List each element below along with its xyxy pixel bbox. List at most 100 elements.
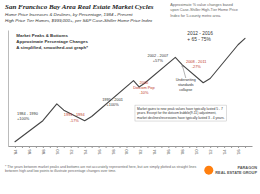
x-tick-mark [224, 146, 225, 148]
right-note: Approximate % value changes basedupon Ca… [170, 3, 238, 18]
x-tick-mark [57, 146, 58, 148]
x-tick-mark [36, 146, 37, 148]
y-axis-line [8, 31, 9, 147]
x-tick [161, 146, 162, 148]
x-tick-mark [85, 146, 86, 148]
x-tick: '14 [222, 146, 227, 155]
x-tick-mark [22, 146, 23, 148]
x-tick-mark [182, 146, 183, 148]
x-tick-mark [71, 146, 72, 148]
x-tick-label: '88 [41, 149, 46, 155]
x-tick-mark [175, 146, 176, 148]
x-tick: '94 [83, 146, 88, 155]
x-tick [217, 146, 218, 148]
x-tick [189, 146, 190, 148]
x-tick [120, 146, 121, 148]
x-tick-mark [43, 146, 44, 148]
right-note-line: Index for 5-county metro area. [170, 14, 221, 18]
x-tick: '08 [180, 146, 185, 155]
info-box-text-line: Market gains to new peak values have typ… [137, 107, 223, 111]
x-tick-mark [189, 146, 190, 148]
logo-text: PARAGONREAL ESTATE GROUP [215, 165, 257, 175]
x-tick-label: '94 [83, 149, 88, 155]
annotation-underwriting: Underwritingstandardscollapse [176, 78, 196, 91]
x-tick: '12 [208, 146, 213, 155]
x-tick [245, 146, 246, 148]
info-box-text-line: market declines/recessions have typicall… [137, 116, 225, 120]
x-tick-label: '10 [194, 149, 199, 155]
x-tick-mark [154, 146, 155, 148]
annotation-2012-line: 2012 - 2016 [187, 31, 213, 36]
x-tick [78, 146, 79, 148]
x-tick-label: '02 [138, 149, 143, 155]
x-tick-mark [238, 146, 239, 148]
x-tick-mark [50, 146, 51, 148]
annotation-line: -17% [70, 118, 80, 123]
x-tick-label: '92 [69, 149, 74, 155]
x-tick [147, 146, 148, 148]
x-tick-mark [113, 146, 114, 148]
x-tick-mark [127, 146, 128, 148]
right-note-line: upon Case-Shiller High-Tier Home Price [170, 8, 238, 12]
annotation-arrow [182, 65, 185, 78]
footnote: * The years between market peaks and bot… [5, 165, 196, 174]
x-tick-mark [140, 146, 141, 148]
x-tick: '00 [124, 146, 129, 155]
x-tick: '86 [27, 146, 32, 155]
x-tick-label: '06 [166, 149, 171, 155]
x-tick-label: '86 [27, 149, 32, 155]
x-tick-mark [64, 146, 65, 148]
annotation: 1984 - 1990+100% [17, 111, 39, 121]
subtitle-line: High Price Tier Homes, $999,000+, per S&… [5, 18, 153, 23]
x-tick-label: '98 [111, 149, 116, 155]
x-tick-mark [92, 146, 93, 148]
title-line: San Francisco Bay Area Real Estate Marke… [5, 3, 154, 11]
x-tick-mark [210, 146, 211, 148]
x-tick-label: '96 [97, 149, 102, 155]
x-tick [175, 146, 176, 148]
annotation: 2008 - 2011-27% [186, 59, 206, 69]
x-tick: '06 [166, 146, 171, 155]
peaks-label: Market Peaks & BottomsApproximate Percen… [16, 33, 88, 50]
x-tick-mark [99, 146, 100, 148]
peaks-label-line: A simplified, smoothed-out graph* [16, 45, 88, 50]
info-box: Market gains to new peak values have typ… [135, 105, 227, 121]
info-box-frame [135, 105, 227, 121]
x-tick: '96 [97, 146, 102, 155]
x-tick-mark [168, 146, 169, 148]
x-tick [231, 146, 232, 148]
x-tick [203, 146, 204, 148]
annotation-underwriting-line: Underwriting [176, 78, 196, 82]
x-tick-mark [106, 146, 107, 148]
x-tick: '84 [13, 146, 18, 155]
x-tick-mark [245, 146, 246, 148]
annotation: 1995 - 2001+100% [102, 97, 123, 107]
x-tick-mark [217, 146, 218, 148]
x-axis-line [9, 146, 253, 147]
x-tick-mark [196, 146, 197, 148]
logo-circle [204, 166, 213, 175]
x-tick-label: '04 [152, 149, 157, 155]
x-tick: '04 [152, 146, 157, 155]
annotation: 2002 - 2007+57% [147, 53, 168, 63]
annotation-line: +100% [17, 116, 30, 121]
x-tick: '98 [111, 146, 116, 155]
x-tick [64, 146, 65, 148]
x-tick: '10 [194, 146, 199, 155]
x-axis: '84 '86 '88 '90 '92 '94 '96 '98 '00 '02 '04 '06 '08 '… [9, 146, 253, 155]
x-tick-mark [29, 146, 30, 148]
annotation-line: +100% [106, 102, 119, 107]
annotation: 1991 - 1994-17% [64, 112, 86, 122]
x-tick-mark [15, 146, 16, 148]
right-note-line: Approximate % value changes based [170, 3, 233, 7]
x-tick-label: '00 [124, 149, 129, 155]
annotation-line: +57% [153, 58, 164, 63]
subtitle: High Price Tier Homes, $999,000+, per S&… [5, 18, 153, 23]
market-cycle-line [15, 38, 245, 141]
annotation-underwriting-line: standards [178, 83, 194, 87]
x-tick: '90 [55, 146, 60, 155]
subtitle: Home Price Increases & Declines, by Perc… [5, 12, 133, 17]
x-tick [92, 146, 93, 148]
x-tick-label: '90 [55, 149, 60, 155]
info-box-text: Market gains to new peak values have typ… [137, 107, 225, 120]
